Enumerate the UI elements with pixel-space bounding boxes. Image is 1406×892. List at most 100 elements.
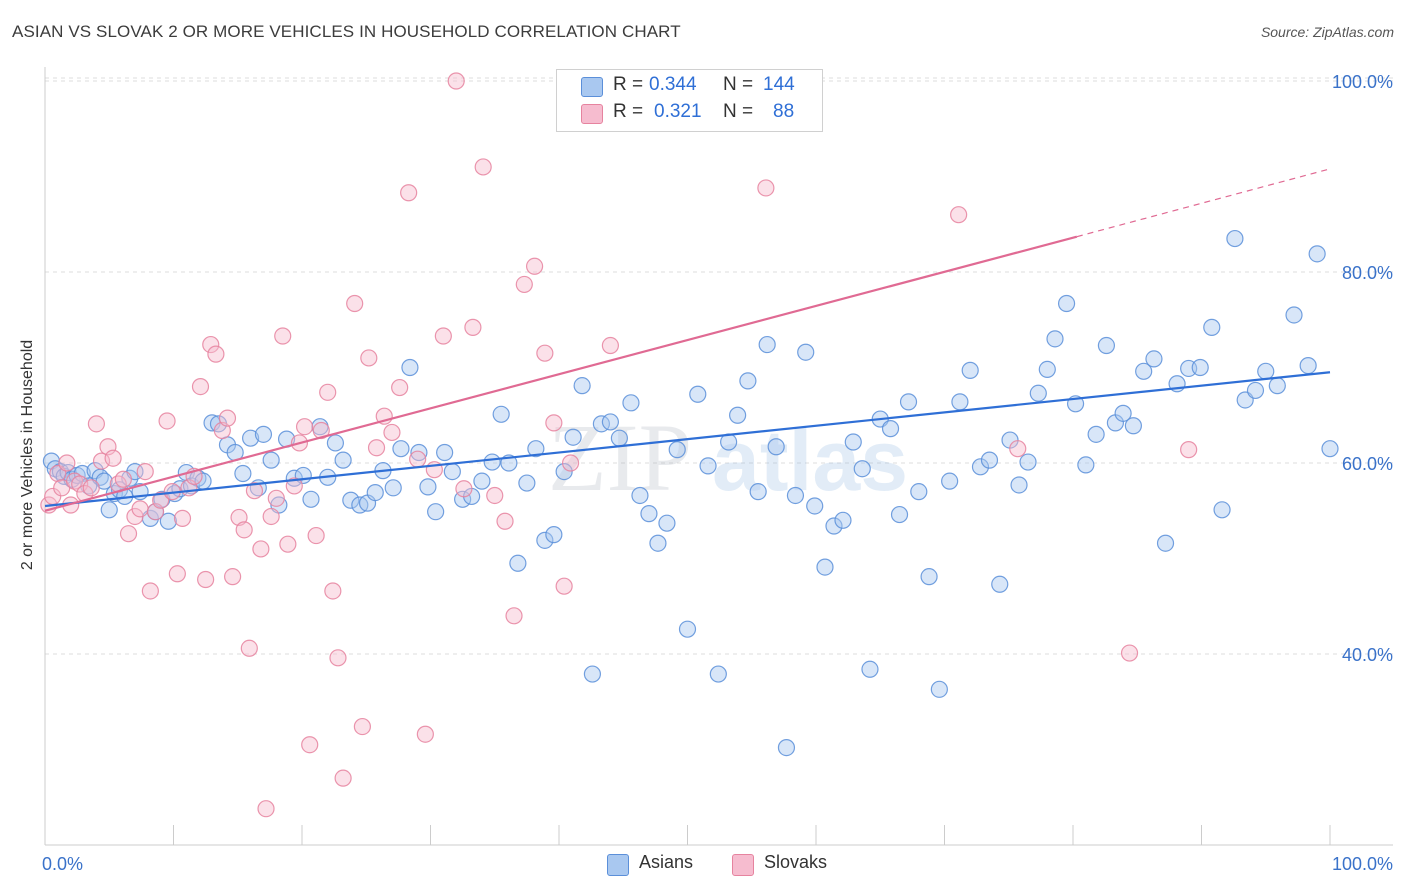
- tick-labels: 100.0% 80.0% 60.0% 40.0% 0.0% 100.0%: [42, 72, 1393, 874]
- asian-point: [853, 460, 871, 478]
- slovak-point: [409, 450, 427, 468]
- slovak-point: [329, 649, 347, 667]
- asian-point: [816, 558, 834, 576]
- bottom-legend-swatch-slovaks: [732, 854, 754, 876]
- asian-point: [767, 438, 785, 456]
- slovak-point: [301, 736, 319, 754]
- slovak-point: [224, 568, 242, 586]
- slovak-point: [168, 565, 186, 583]
- legend-r-value-slovaks: 0.321: [654, 101, 702, 122]
- asian-point: [242, 429, 260, 447]
- asian-point: [527, 440, 545, 458]
- asian-point: [881, 420, 900, 438]
- asian-point: [1145, 350, 1163, 368]
- asian-point: [861, 660, 879, 678]
- asian-point: [392, 440, 410, 458]
- slovak-point: [240, 639, 258, 657]
- watermark-atlas: atlas: [712, 413, 908, 509]
- slovak-point: [346, 294, 364, 313]
- legend-swatch-slovaks: [581, 104, 603, 124]
- asian-point: [1029, 384, 1047, 402]
- asian-point: [1135, 362, 1153, 380]
- slovak-point: [131, 500, 149, 518]
- slovak-point: [173, 509, 192, 527]
- y-tick-label: 40.0%: [1342, 645, 1393, 665]
- slovak-point: [141, 582, 159, 600]
- watermark-zip: ZIP: [548, 404, 692, 511]
- asian-point: [443, 462, 461, 481]
- asian-point: [729, 406, 747, 424]
- slovak-point: [1180, 441, 1198, 459]
- asian-point: [483, 453, 501, 471]
- asian-point: [366, 484, 384, 502]
- asian-point: [971, 458, 990, 476]
- slovak-point: [295, 418, 314, 436]
- slovak-point: [545, 414, 563, 432]
- asian-point: [234, 464, 252, 483]
- slovak-point: [367, 439, 386, 457]
- slovak-point: [235, 521, 253, 539]
- slovak-point: [252, 540, 270, 558]
- asian-point: [419, 478, 437, 496]
- asian-point: [326, 434, 345, 452]
- asian-point: [930, 680, 948, 698]
- asian-point: [709, 665, 727, 683]
- asian-point: [758, 335, 776, 354]
- asian-point: [1097, 336, 1116, 355]
- asian-point: [262, 451, 280, 469]
- slovak-point: [152, 491, 170, 509]
- asian-point: [254, 425, 273, 443]
- slovak-point: [65, 472, 84, 490]
- asian-point: [1077, 456, 1095, 474]
- asian-point: [649, 534, 667, 552]
- asian-point: [699, 457, 717, 475]
- slovak-point: [202, 335, 220, 354]
- asian-point: [436, 443, 454, 462]
- y-tick-label: 60.0%: [1342, 454, 1393, 474]
- asian-point: [668, 441, 686, 459]
- slovak-point: [191, 378, 210, 396]
- slovak-point: [455, 480, 473, 498]
- points-asians: [42, 229, 1339, 757]
- asian-point: [658, 514, 676, 532]
- asian-point: [1156, 534, 1175, 552]
- slovak-point: [158, 412, 176, 430]
- asian-point: [622, 394, 640, 412]
- slovak-point: [119, 525, 138, 543]
- y-tick-label: 100.0%: [1332, 72, 1393, 92]
- legend-n-label-slovaks: N =: [723, 101, 754, 122]
- slovak-point: [555, 577, 573, 595]
- source-label: Source: ZipAtlas.com: [1260, 24, 1394, 40]
- asian-point: [941, 472, 959, 490]
- slovak-point: [285, 477, 303, 495]
- asian-point: [631, 486, 649, 505]
- slovak-point: [262, 507, 280, 526]
- asian-point: [951, 393, 969, 411]
- slovak-point: [360, 349, 378, 367]
- asian-point: [427, 503, 445, 521]
- slovak-point: [87, 415, 106, 433]
- x-tick-label-end: 100.0%: [1332, 854, 1393, 874]
- asian-point: [509, 554, 527, 572]
- asian-point: [806, 497, 824, 515]
- asian-point: [1019, 453, 1037, 471]
- slovak-point: [197, 570, 215, 589]
- asian-point: [401, 358, 419, 377]
- slovak-point: [245, 482, 264, 500]
- asian-point: [342, 491, 360, 509]
- slovak-point: [434, 327, 452, 345]
- slovak-point: [312, 421, 330, 440]
- asian-point: [689, 385, 707, 403]
- slovak-point: [505, 607, 523, 625]
- asian-point: [640, 505, 658, 523]
- bottom-legend-label-asians: Asians: [639, 852, 694, 872]
- asian-point: [334, 451, 352, 469]
- asian-point: [583, 665, 602, 683]
- slovak-trend-extension: [1076, 168, 1331, 238]
- asian-point: [1226, 229, 1244, 248]
- asian-point: [1046, 330, 1064, 348]
- asian-point: [159, 512, 177, 530]
- asian-point: [473, 472, 491, 490]
- legend-swatch-asians: [581, 77, 603, 97]
- asian-point: [890, 505, 909, 524]
